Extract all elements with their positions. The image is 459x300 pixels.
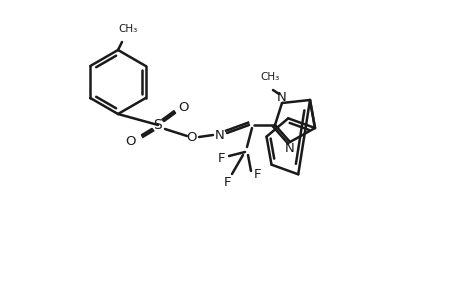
Text: F: F bbox=[224, 176, 231, 188]
Text: CH₃: CH₃ bbox=[260, 72, 279, 82]
Text: F: F bbox=[254, 169, 261, 182]
Text: O: O bbox=[125, 134, 136, 148]
Text: N: N bbox=[215, 128, 224, 142]
Text: N: N bbox=[285, 142, 294, 154]
Text: O: O bbox=[186, 130, 197, 143]
Text: S: S bbox=[153, 118, 162, 132]
Text: O: O bbox=[179, 100, 189, 113]
Text: CH₃: CH₃ bbox=[118, 24, 137, 34]
Text: N: N bbox=[276, 91, 286, 103]
Text: F: F bbox=[218, 152, 225, 164]
